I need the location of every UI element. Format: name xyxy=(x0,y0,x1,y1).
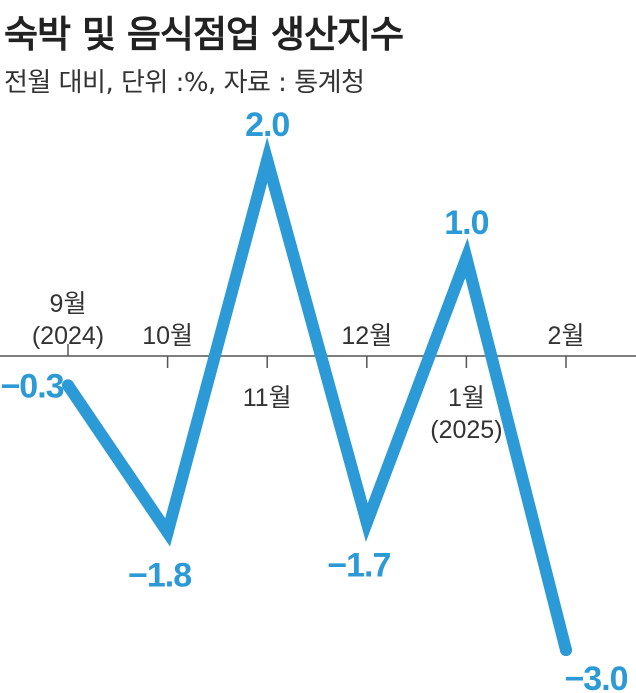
chart-title: 숙박 및 음식점업 생산지수 xyxy=(4,13,404,56)
series-line xyxy=(62,137,572,656)
x-tick-label: 10월 xyxy=(142,322,193,350)
x-tick-label: 1월 (2025) xyxy=(430,384,502,444)
data-point xyxy=(261,154,274,166)
data-label: 2.0 xyxy=(245,106,289,144)
data-label: −1.7 xyxy=(327,547,390,585)
data-point xyxy=(62,379,74,392)
data-point xyxy=(560,644,572,656)
data-point xyxy=(161,526,174,539)
data-label: 1.0 xyxy=(444,204,488,242)
x-tick-label: 2월 xyxy=(548,322,585,350)
x-tick-label: 9월 (2024) xyxy=(32,290,104,350)
data-label: −1.8 xyxy=(128,556,191,594)
data-label: −3.0 xyxy=(564,660,627,693)
x-tick-label: 11월 xyxy=(243,384,292,412)
data-point xyxy=(360,516,373,529)
x-tick-label: 12월 xyxy=(341,322,392,350)
data-label: −0.3 xyxy=(0,367,63,405)
data-point xyxy=(460,252,473,264)
chart-subtitle: 전월 대비, 단위 :%, 자료 : 통계청 xyxy=(4,68,365,98)
